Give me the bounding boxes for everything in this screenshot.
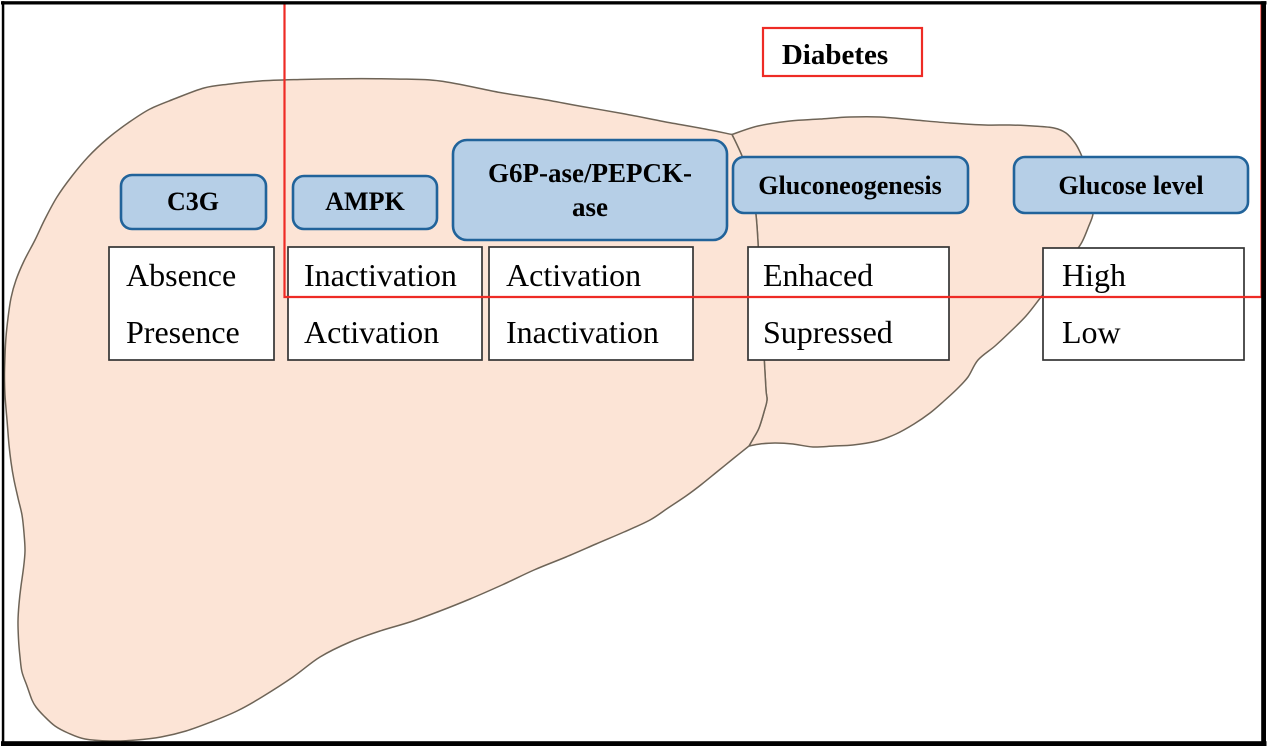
- svg-text:Glucose level: Glucose level: [1058, 171, 1203, 200]
- svg-text:ase: ase: [572, 192, 608, 222]
- svg-text:Inactivation: Inactivation: [506, 314, 659, 350]
- svg-text:Activation: Activation: [506, 257, 641, 293]
- svg-text:High: High: [1062, 257, 1126, 293]
- svg-text:Inactivation: Inactivation: [304, 257, 457, 293]
- svg-text:Diabetes: Diabetes: [782, 39, 888, 71]
- svg-text:C3G: C3G: [167, 187, 219, 216]
- svg-text:Gluconeogenesis: Gluconeogenesis: [758, 171, 941, 200]
- svg-text:Activation: Activation: [304, 314, 439, 350]
- svg-text:Absence: Absence: [126, 257, 236, 293]
- svg-text:Supressed: Supressed: [763, 314, 893, 350]
- svg-text:G6P-ase/PEPCK-: G6P-ase/PEPCK-: [488, 158, 692, 188]
- svg-text:AMPK: AMPK: [325, 187, 405, 216]
- svg-text:Presence: Presence: [126, 314, 240, 350]
- svg-text:Enhaced: Enhaced: [763, 257, 873, 293]
- svg-text:Low: Low: [1062, 314, 1121, 350]
